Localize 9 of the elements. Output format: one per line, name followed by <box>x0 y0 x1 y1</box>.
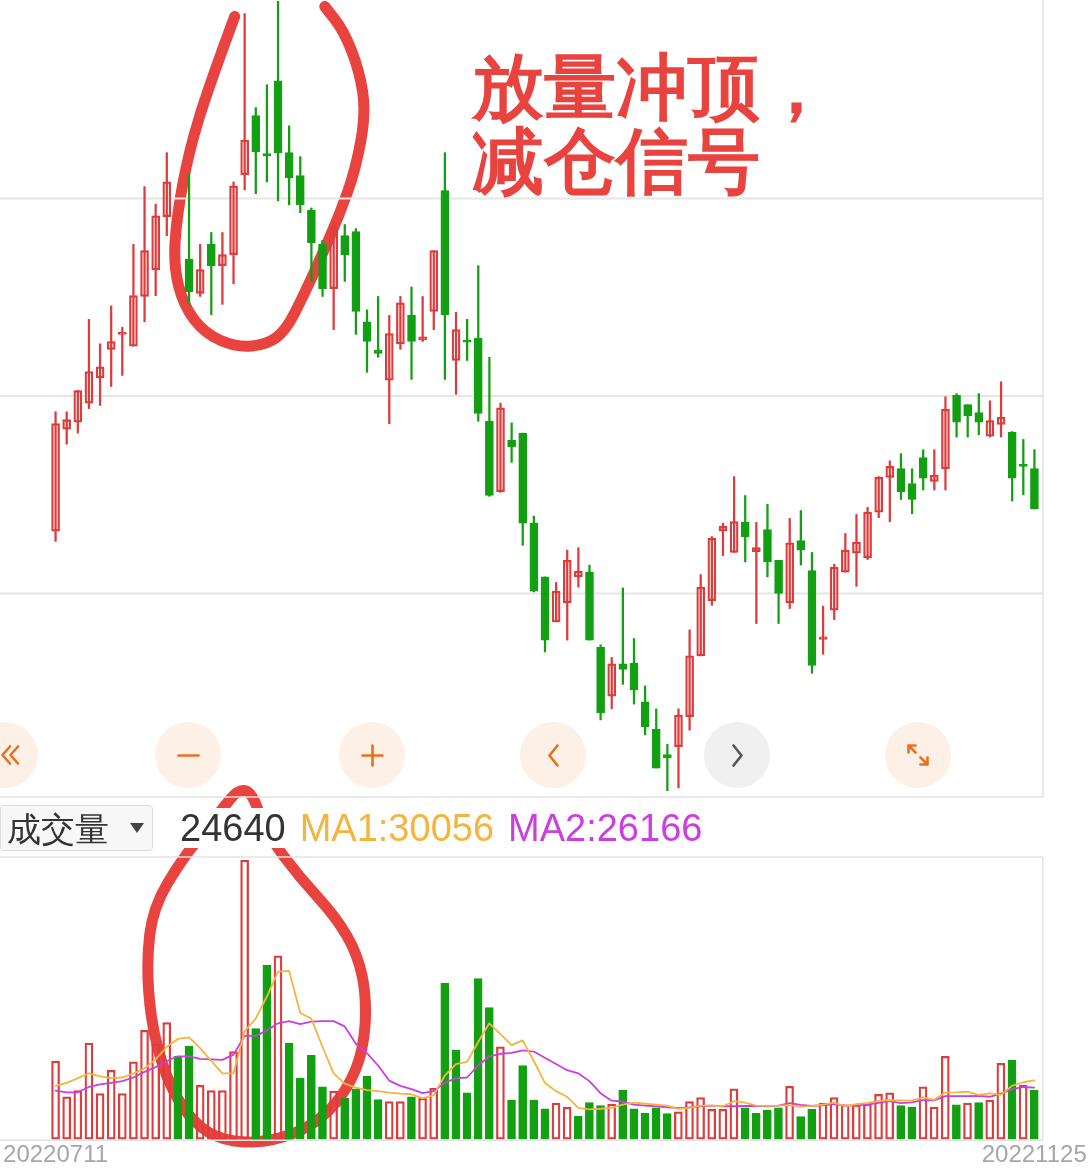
chart-title: 成交量 <box>7 809 109 849</box>
x-tick-label: 20220711 <box>3 1140 109 1168</box>
text: MA2:26166 <box>508 807 703 849</box>
text: 24640 <box>180 807 286 849</box>
x-tick-label: 20221125 <box>981 1140 1087 1168</box>
candlestick <box>407 286 416 380</box>
annotation: 放量冲顶，减仓信号 <box>472 45 833 203</box>
text: MA1:30056 <box>299 807 495 849</box>
dropdown-field: 成交量 <box>0 805 153 851</box>
